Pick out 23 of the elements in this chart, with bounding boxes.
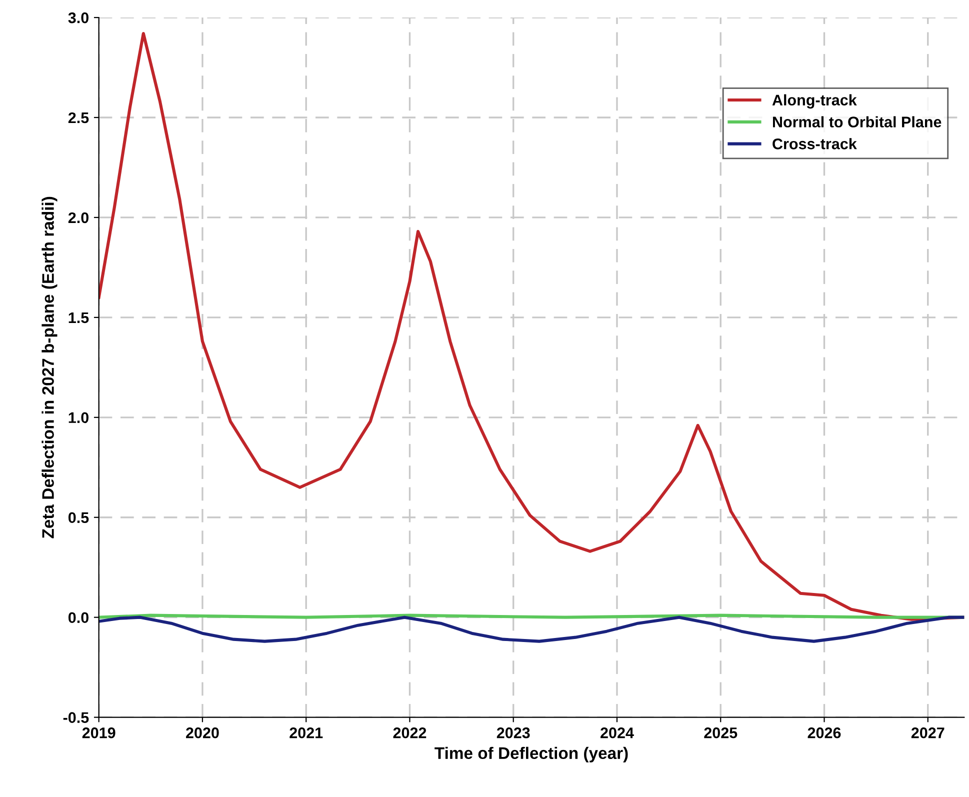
x-tick-label: 2025 <box>704 727 738 738</box>
y-tick-label: 1.5 <box>68 312 89 324</box>
y-tick-label: 3.0 <box>68 12 88 24</box>
x-tick-label: 2022 <box>393 727 426 738</box>
x-tick-label: 2023 <box>496 727 530 738</box>
x-tick-label: 2027 <box>911 727 944 738</box>
y-axis-title: Zeta Deflection in 2027 b-plane (Earth radii) <box>42 196 58 538</box>
line-series <box>98 616 964 643</box>
x-tick-label: 2019 <box>82 727 116 738</box>
y-tick-label: -0.5 <box>63 712 89 723</box>
y-tick-label: 2.5 <box>68 112 89 124</box>
y-tick-label: 0.5 <box>68 512 89 524</box>
legend-label: Along-track <box>772 94 857 109</box>
y-tick-label: 1.0 <box>68 412 88 424</box>
x-tick-label: 2021 <box>290 727 323 738</box>
y-tick-label: 0.0 <box>68 612 88 624</box>
x-tick-label: 2024 <box>600 727 634 738</box>
x-axis-title: Time of Deflection (year) <box>434 746 628 762</box>
y-tick-label: 2.0 <box>68 212 88 224</box>
legend-label: Cross-track <box>772 138 857 150</box>
legend-label: Normal to Orbital Plane <box>772 116 942 128</box>
x-tick-label: 2026 <box>808 727 841 738</box>
x-tick-label: 2020 <box>186 727 219 738</box>
